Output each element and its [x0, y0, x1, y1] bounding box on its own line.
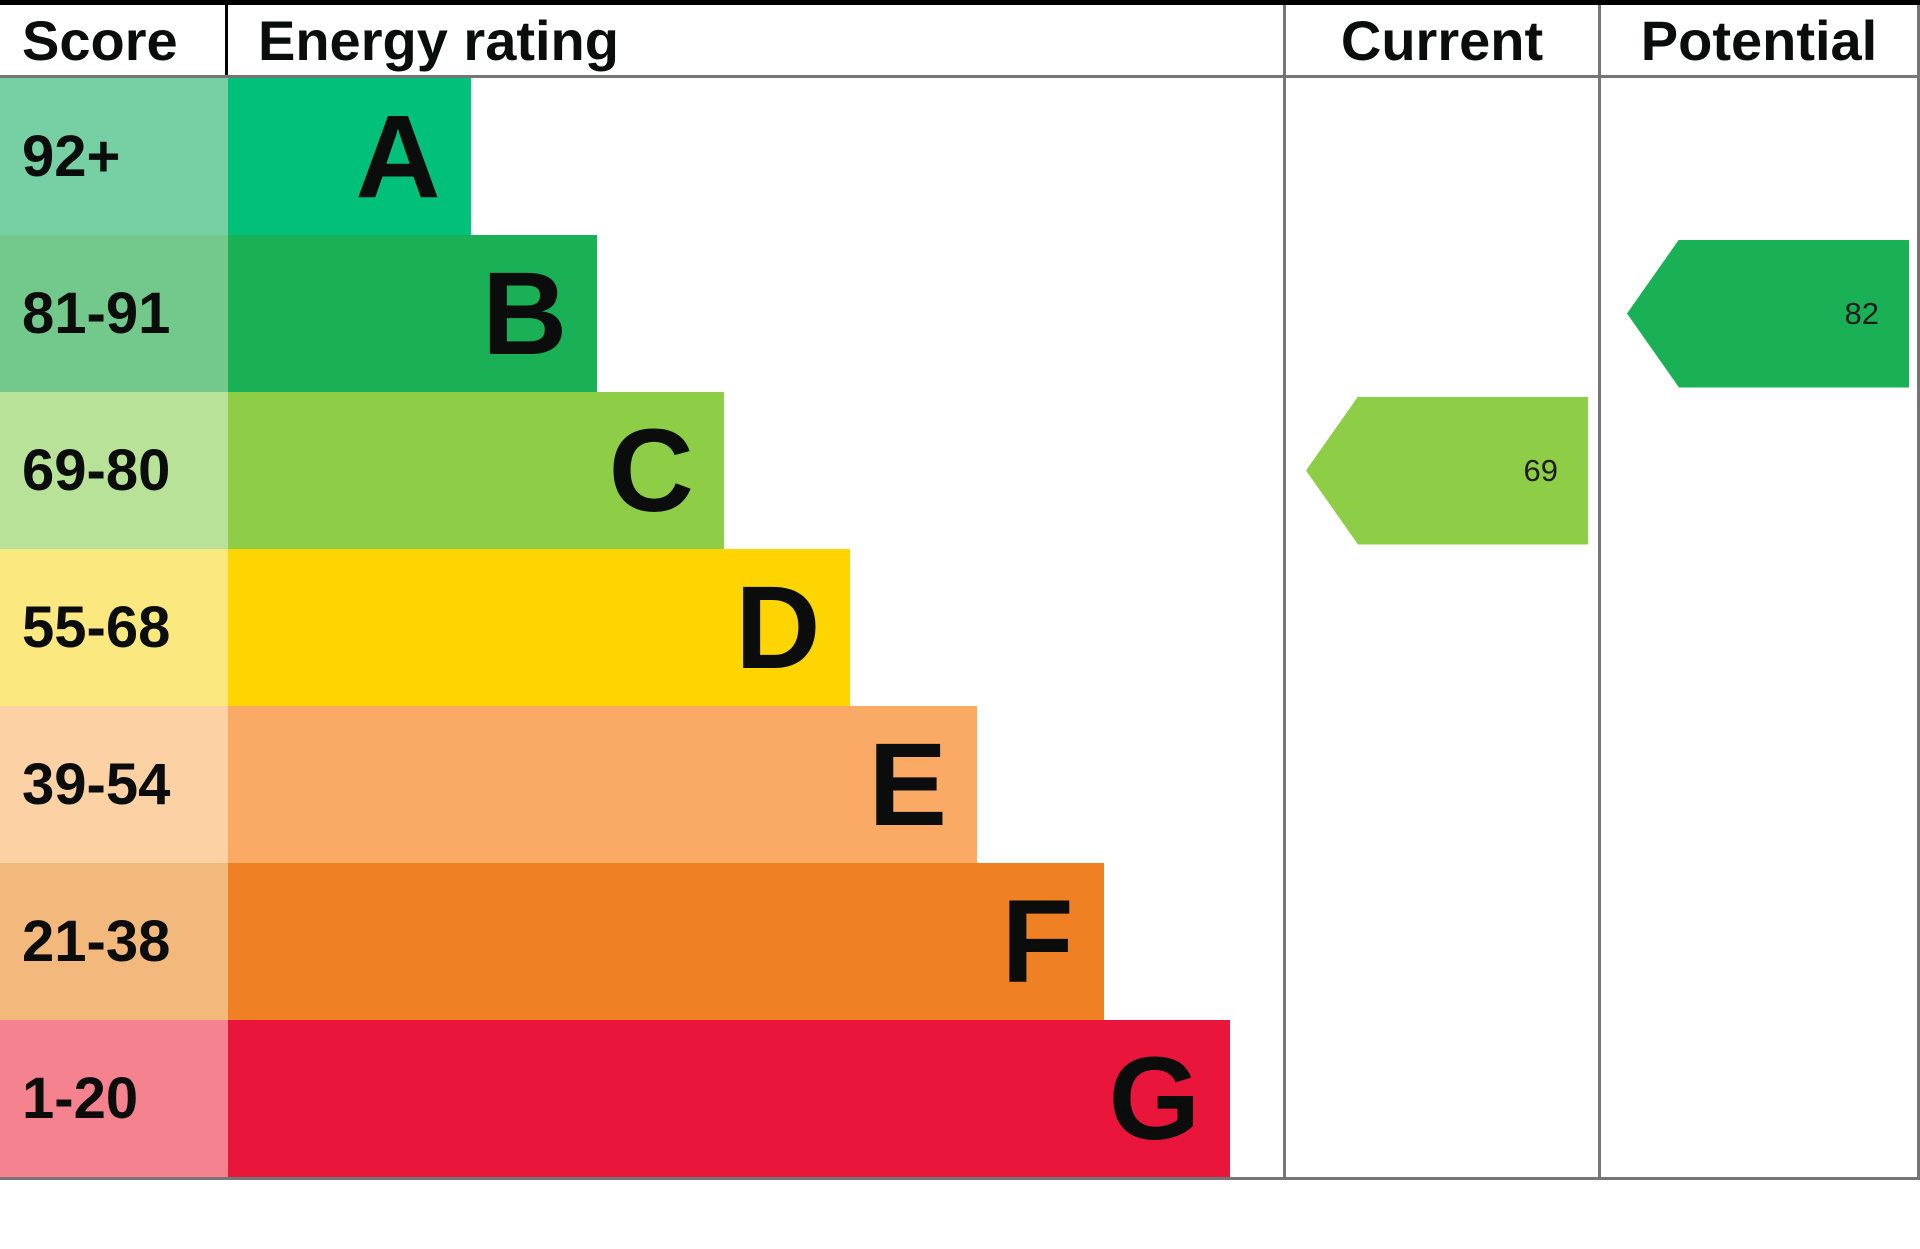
band-letter: D	[735, 561, 821, 694]
band-bar-track: C	[228, 392, 1283, 549]
potential-column-cell	[1598, 392, 1920, 549]
band-letter: F	[1001, 875, 1074, 1008]
current-value: 69	[1523, 453, 1558, 488]
potential-header: Potential	[1598, 5, 1920, 75]
current-column-cell: 69	[1283, 392, 1598, 549]
band-letter: G	[1108, 1032, 1201, 1165]
band-letter: B	[482, 247, 568, 380]
band-letter: C	[608, 404, 694, 537]
band-letter: E	[868, 718, 948, 851]
potential-column-cell	[1598, 78, 1920, 235]
current-header: Current	[1283, 5, 1598, 75]
band-bar: E	[228, 706, 978, 863]
current-column-cell	[1283, 78, 1598, 235]
band-bar: C	[228, 392, 724, 549]
score-header: Score	[0, 5, 228, 75]
table-header: Score Energy rating Current Potential	[0, 5, 1920, 78]
band-bar: G	[228, 1020, 1231, 1177]
band-row: 81-91 B 82	[0, 235, 1920, 392]
potential-column-cell	[1598, 549, 1920, 706]
band-score: 39-54	[0, 706, 228, 863]
potential-column-cell	[1598, 1020, 1920, 1177]
potential-column-cell	[1598, 706, 1920, 863]
current-column-cell	[1283, 863, 1598, 1020]
band-score: 21-38	[0, 863, 228, 1020]
band-score: 81-91	[0, 235, 228, 392]
potential-column-cell: 82	[1598, 235, 1920, 392]
band-row: 69-80 C 69	[0, 392, 1920, 549]
potential-rating-arrow: 82	[1627, 239, 1909, 388]
band-bar: A	[228, 78, 471, 235]
band-score: 69-80	[0, 392, 228, 549]
energy-rating-table: Score Energy rating Current Potential 92…	[0, 0, 1920, 1180]
band-row: 92+ A	[0, 78, 1920, 235]
potential-column-cell	[1598, 863, 1920, 1020]
band-row: 55-68 D	[0, 549, 1920, 706]
band-bar-track: A	[228, 78, 1283, 235]
potential-value: 82	[1844, 296, 1879, 331]
band-row: 21-38 F	[0, 863, 1920, 1020]
band-score: 55-68	[0, 549, 228, 706]
band-row: 1-20 G	[0, 1020, 1920, 1177]
band-score: 1-20	[0, 1020, 228, 1177]
band-bar: B	[228, 235, 598, 392]
band-bar-track: D	[228, 549, 1283, 706]
band-bar-track: B	[228, 235, 1283, 392]
current-column-cell	[1283, 706, 1598, 863]
current-column-cell	[1283, 235, 1598, 392]
current-column-cell	[1283, 549, 1598, 706]
band-bar-track: E	[228, 706, 1283, 863]
band-bar: F	[228, 863, 1104, 1020]
current-rating-arrow: 69	[1306, 396, 1588, 545]
band-letter: A	[355, 90, 441, 223]
band-bar: D	[228, 549, 851, 706]
current-column-cell	[1283, 1020, 1598, 1177]
band-row: 39-54 E	[0, 706, 1920, 863]
band-bar-track: F	[228, 863, 1283, 1020]
band-bar-track: G	[228, 1020, 1283, 1177]
band-score: 92+	[0, 78, 228, 235]
bands-container: 92+ A 81-91 B 82 69-80 C 69 55-68 D 39-54 E 21-38 F 1-…	[0, 78, 1920, 1177]
energy-rating-header: Energy rating	[258, 8, 619, 72]
